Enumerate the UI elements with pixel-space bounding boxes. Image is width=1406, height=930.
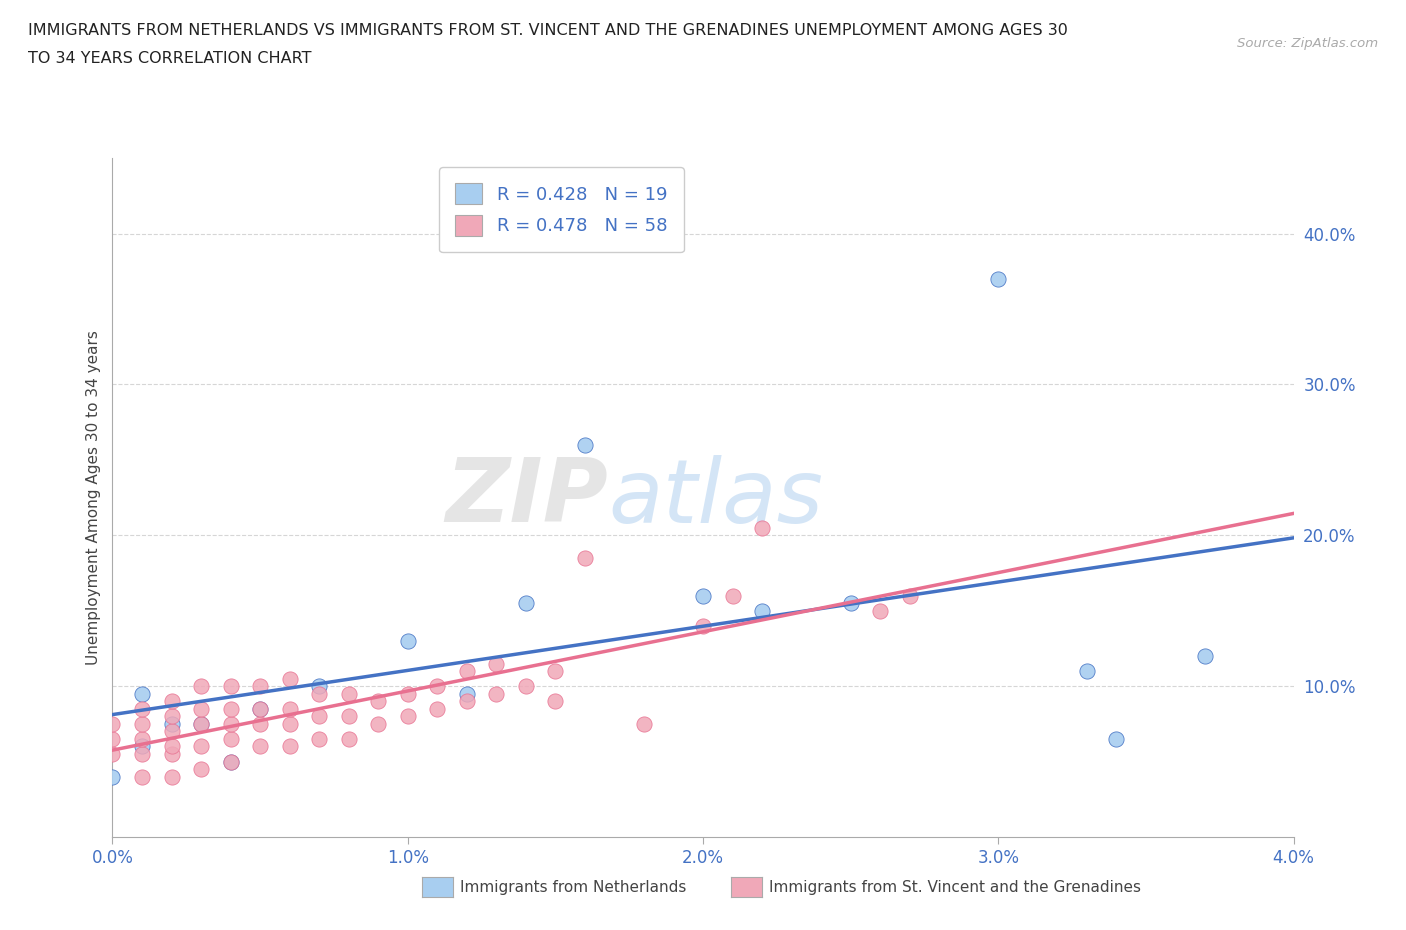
Point [456, 686, 478, 701]
Point [308, 679, 330, 694]
Point [278, 716, 301, 731]
Point [131, 716, 153, 731]
Point [337, 709, 360, 724]
Point [160, 769, 183, 784]
Point [219, 701, 242, 716]
Point [278, 701, 301, 716]
Point [249, 716, 271, 731]
Point [190, 762, 212, 777]
Point [131, 686, 153, 701]
Point [898, 588, 921, 603]
Text: ZIP: ZIP [446, 454, 609, 541]
Point [101, 732, 124, 747]
Point [160, 709, 183, 724]
Point [160, 747, 183, 762]
Text: atlas: atlas [609, 455, 824, 540]
Point [337, 686, 360, 701]
Point [751, 520, 773, 535]
Point [131, 732, 153, 747]
Point [308, 686, 330, 701]
Point [160, 724, 183, 738]
Point [278, 671, 301, 686]
Point [515, 596, 537, 611]
Point [160, 716, 183, 731]
Point [131, 747, 153, 762]
Point [190, 701, 212, 716]
Text: IMMIGRANTS FROM NETHERLANDS VS IMMIGRANTS FROM ST. VINCENT AND THE GRENADINES UN: IMMIGRANTS FROM NETHERLANDS VS IMMIGRANT… [28, 23, 1069, 38]
Point [160, 694, 183, 709]
Point [574, 551, 596, 565]
Point [190, 716, 212, 731]
Point [219, 732, 242, 747]
Point [574, 437, 596, 452]
Point [456, 694, 478, 709]
Point [131, 701, 153, 716]
Point [219, 716, 242, 731]
Point [485, 686, 508, 701]
Point [249, 679, 271, 694]
Point [1105, 732, 1128, 747]
Point [219, 754, 242, 769]
Point [367, 694, 389, 709]
Point [190, 679, 212, 694]
Point [396, 686, 419, 701]
Point [249, 701, 271, 716]
Text: Immigrants from St. Vincent and the Grenadines: Immigrants from St. Vincent and the Gren… [769, 880, 1142, 895]
Point [515, 679, 537, 694]
Point [426, 701, 449, 716]
Point [1076, 664, 1098, 679]
Point [367, 716, 389, 731]
Point [721, 588, 744, 603]
Point [278, 739, 301, 754]
Text: Immigrants from Netherlands: Immigrants from Netherlands [460, 880, 686, 895]
Text: TO 34 YEARS CORRELATION CHART: TO 34 YEARS CORRELATION CHART [28, 51, 312, 66]
Point [337, 732, 360, 747]
Point [544, 664, 567, 679]
Point [101, 769, 124, 784]
Point [160, 739, 183, 754]
Point [396, 633, 419, 648]
Point [131, 739, 153, 754]
Point [396, 709, 419, 724]
Point [1194, 648, 1216, 663]
Point [190, 716, 212, 731]
Y-axis label: Unemployment Among Ages 30 to 34 years: Unemployment Among Ages 30 to 34 years [86, 330, 101, 665]
Point [485, 656, 508, 671]
Point [101, 747, 124, 762]
Point [456, 664, 478, 679]
Point [131, 769, 153, 784]
Point [308, 732, 330, 747]
Point [987, 272, 1010, 286]
Point [869, 604, 891, 618]
Point [101, 716, 124, 731]
Point [249, 739, 271, 754]
Point [839, 596, 862, 611]
Legend: R = 0.428   N = 19, R = 0.478   N = 58: R = 0.428 N = 19, R = 0.478 N = 58 [439, 167, 683, 252]
Point [249, 701, 271, 716]
Point [751, 604, 773, 618]
Point [692, 618, 714, 633]
Text: Source: ZipAtlas.com: Source: ZipAtlas.com [1237, 37, 1378, 50]
Point [308, 709, 330, 724]
Point [426, 679, 449, 694]
Point [544, 694, 567, 709]
Point [219, 679, 242, 694]
Point [190, 739, 212, 754]
Point [633, 716, 655, 731]
Point [692, 588, 714, 603]
Point [219, 754, 242, 769]
